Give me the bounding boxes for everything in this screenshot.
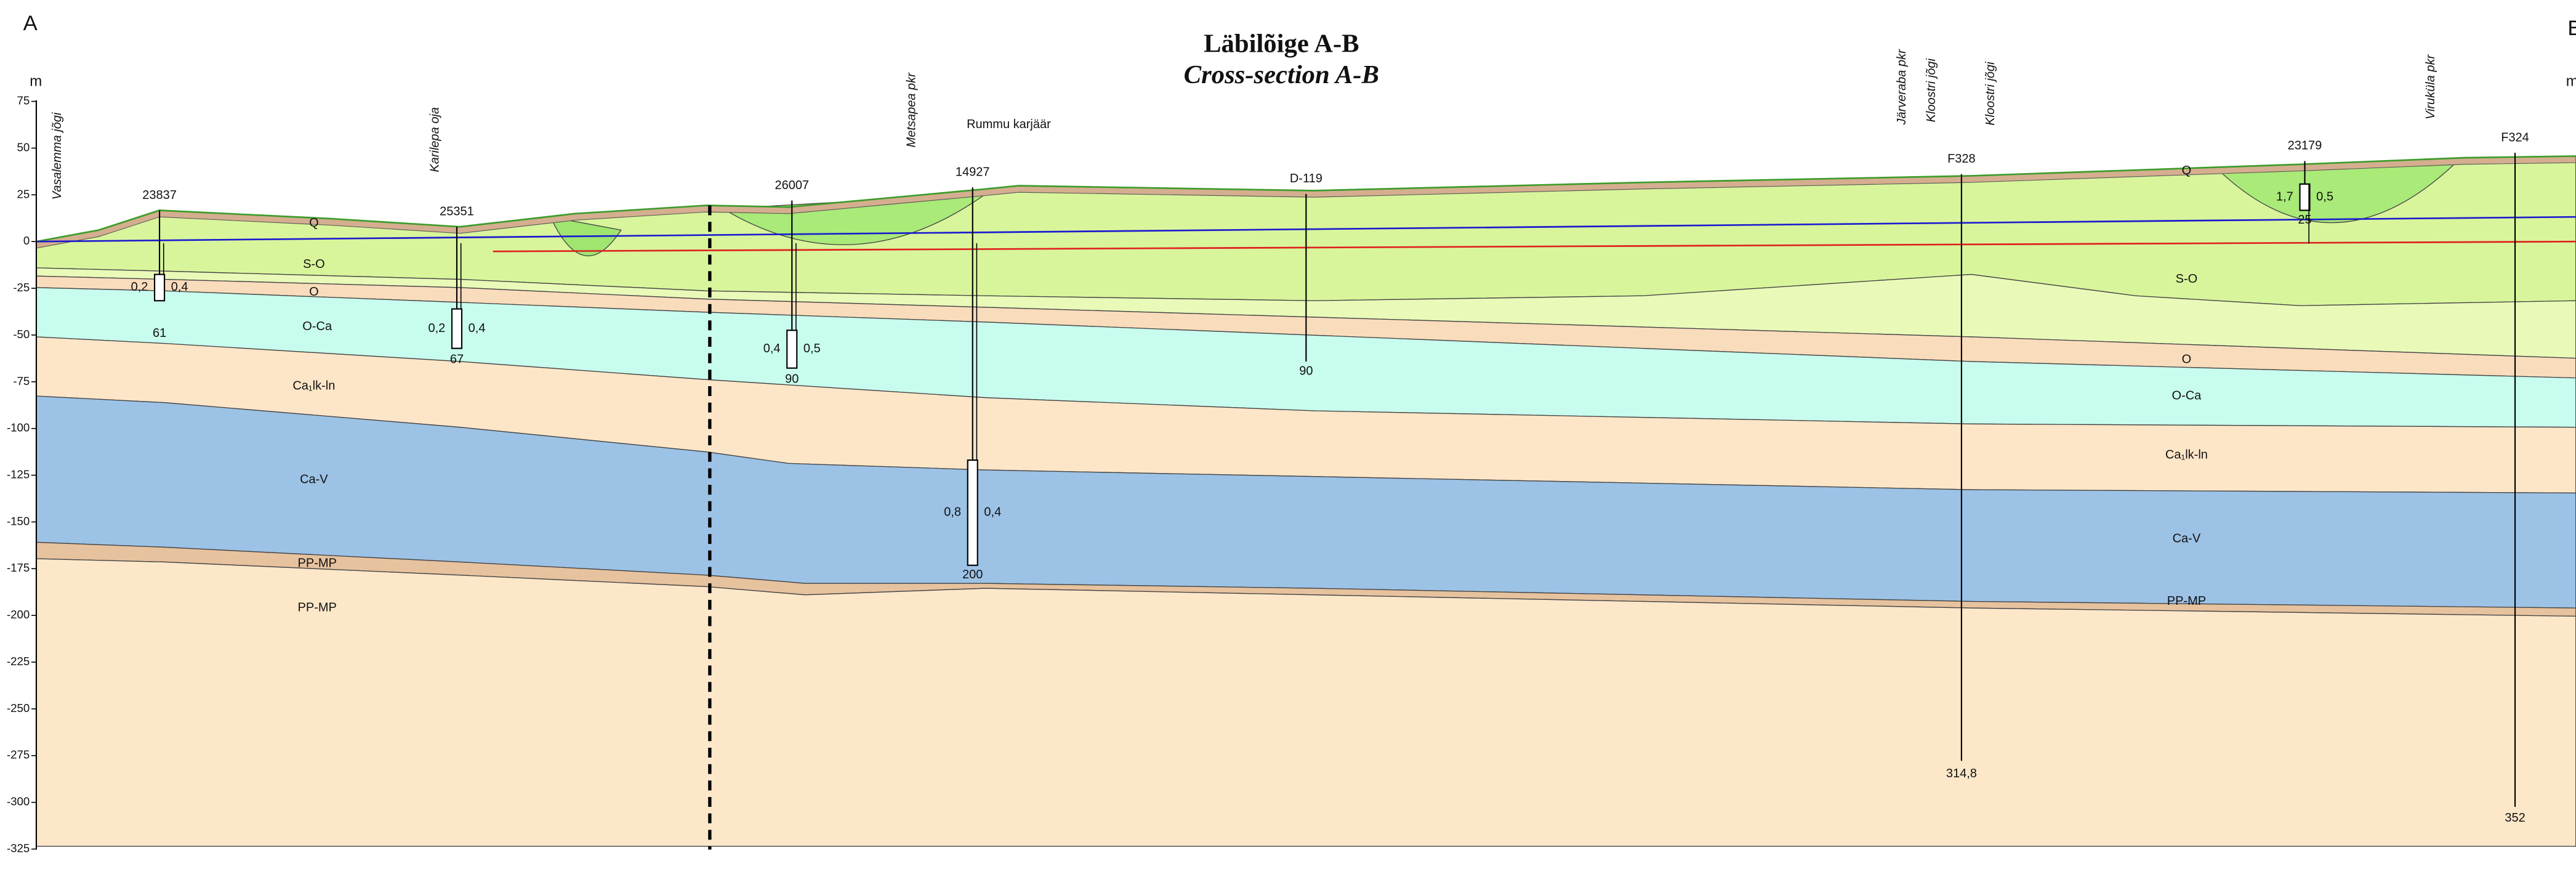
well-depth: 90: [785, 373, 799, 386]
layer-label: PP-MP: [298, 601, 337, 614]
tick-label: -175: [7, 561, 30, 574]
place-label: Viruküla pkr: [2424, 54, 2437, 119]
well-depth: 67: [450, 353, 464, 366]
well-id: 14927: [956, 165, 990, 179]
layer-label: Ca₁lk-ln: [2165, 448, 2208, 461]
well-screen: [2300, 184, 2310, 211]
subtitle: Cross-section A-B: [1184, 60, 1379, 89]
well-value: 0,5: [2316, 190, 2333, 203]
layer-label: S-O: [2176, 272, 2198, 286]
well-id: 23837: [142, 188, 177, 202]
well-value: 0,2: [428, 322, 445, 335]
well-value: 0,4: [984, 506, 1001, 519]
well-value: 0,4: [763, 342, 781, 355]
tick-label: -250: [7, 702, 30, 714]
well-screen: [787, 330, 797, 368]
place-label: Kloostri jõgi: [1925, 59, 1938, 123]
title: Läbilõige A-B: [1204, 30, 1359, 59]
layer-label: O: [309, 285, 319, 299]
well-value: 1,7: [2276, 190, 2293, 203]
well-value: 0,4: [171, 280, 188, 294]
layer-label: PP-MP: [298, 556, 337, 570]
place-label: Metsapea pkr: [904, 72, 918, 148]
axis-unit: m: [2566, 73, 2576, 90]
place-label: Rummu karjäär: [967, 118, 1051, 131]
layer-label: O-Ca: [302, 320, 332, 333]
layer-label: Q: [2182, 164, 2192, 177]
layer-label: Ca-V: [300, 472, 328, 486]
corner-label: A: [23, 12, 38, 35]
well-depth: 90: [1299, 364, 1313, 378]
place-label: Kloostri jõgi: [1984, 62, 1997, 126]
well-depth: 314,8: [1946, 767, 1977, 780]
well-depth: 25: [2298, 213, 2311, 227]
well-depth: 61: [153, 326, 166, 340]
well-screen: [968, 460, 978, 565]
well-id: F328: [1947, 152, 1976, 166]
layer-label: Ca-V: [2173, 532, 2201, 545]
tick-label: 75: [17, 94, 30, 107]
well-value: 0,8: [944, 506, 961, 519]
corner-label: B: [2567, 17, 2576, 40]
tick-label: 0: [23, 234, 30, 247]
tick-label: -50: [13, 328, 30, 341]
well-depth: 200: [962, 568, 983, 581]
well-id: D-119: [1290, 172, 1322, 185]
tick-label: 25: [17, 187, 30, 200]
tick-label: -75: [13, 374, 30, 387]
cross-section: A B Läbilõige A-B Cross-section A-B m m …: [0, 0, 2576, 890]
tick-label: -300: [7, 795, 30, 808]
axis-unit: m: [30, 73, 42, 90]
place-label: Karilepa oja: [429, 107, 442, 172]
place-label: Vasalemma jõgi: [50, 112, 64, 200]
layer-label: Ca₁lk-ln: [292, 379, 335, 392]
layer-label: O: [2182, 353, 2192, 366]
well-depth: 352: [2505, 811, 2525, 825]
well-id: 26007: [775, 179, 809, 192]
well-value: 0,4: [469, 322, 486, 335]
tick-label: 50: [17, 140, 30, 153]
page: A B Läbilõige A-B Cross-section A-B m m …: [0, 0, 2576, 890]
well-id: 23179: [2288, 139, 2322, 153]
well-screen: [155, 275, 164, 301]
tick-label: -325: [7, 841, 30, 854]
well-id: F324: [2501, 131, 2529, 144]
layer-label: Q: [309, 216, 319, 230]
tick-label: -100: [7, 421, 30, 434]
well-screen: [452, 309, 462, 349]
tick-label: -200: [7, 608, 30, 621]
layer-label: S-O: [303, 257, 325, 271]
tick-label: -125: [7, 467, 30, 480]
tick-label: -225: [7, 655, 30, 668]
tick-label: -25: [13, 281, 30, 294]
layer-label: O-Ca: [2172, 389, 2202, 402]
layer-label: PP-MP: [2167, 594, 2206, 608]
well-value: 0,5: [803, 342, 821, 355]
place-label: Järveraba pkr: [1895, 49, 1909, 126]
tick-label: -275: [7, 748, 30, 761]
well-value: 0,2: [131, 280, 148, 294]
tick-label: -150: [7, 514, 30, 527]
well-id: 25351: [440, 204, 474, 218]
